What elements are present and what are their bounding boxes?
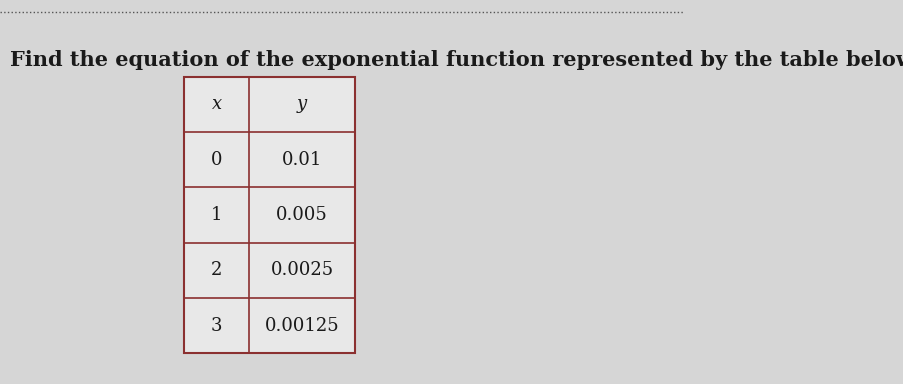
Text: 3: 3 xyxy=(210,317,222,334)
Text: 0.0025: 0.0025 xyxy=(270,262,333,279)
Text: 0.005: 0.005 xyxy=(275,206,328,224)
Text: 1: 1 xyxy=(210,206,222,224)
Text: y: y xyxy=(297,96,307,113)
Text: Find the equation of the exponential function represented by the table below:: Find the equation of the exponential fun… xyxy=(10,50,903,70)
Text: 2: 2 xyxy=(210,262,222,279)
Text: 0.01: 0.01 xyxy=(282,151,321,169)
Text: x: x xyxy=(211,96,221,113)
Text: 0: 0 xyxy=(210,151,222,169)
FancyBboxPatch shape xyxy=(184,77,355,353)
Text: 0.00125: 0.00125 xyxy=(265,317,339,334)
